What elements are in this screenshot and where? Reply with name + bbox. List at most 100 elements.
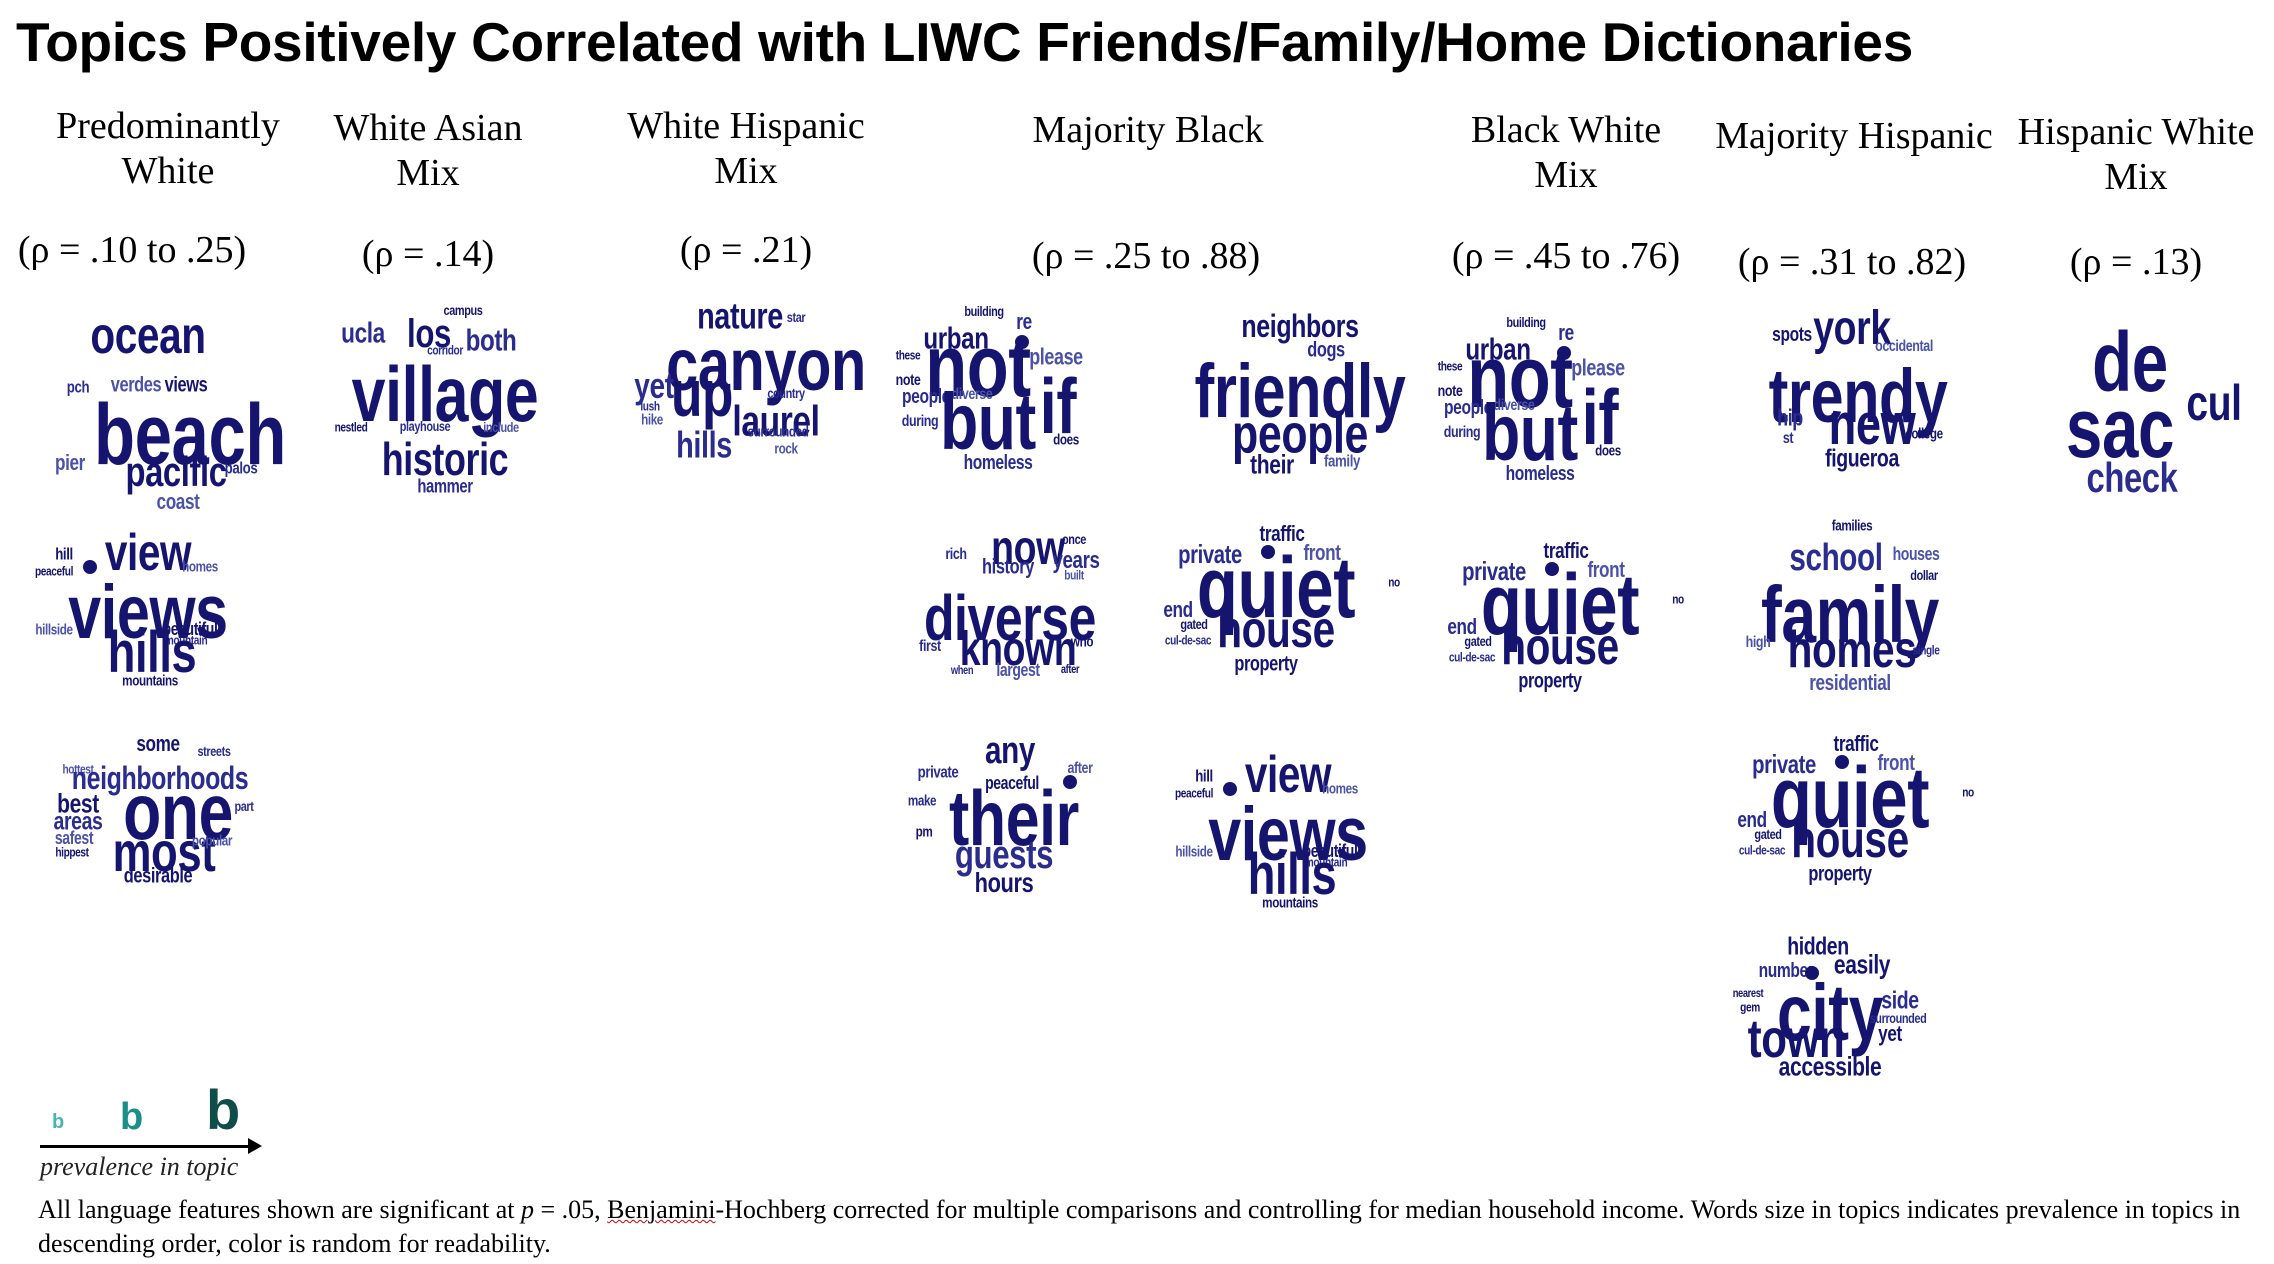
- cloud-word-figueroa: figueroa: [1825, 444, 1899, 473]
- rho-white-asian-mix: (ρ = .14): [361, 233, 495, 275]
- cloud-bullet-dot: [1805, 966, 1819, 980]
- cloud-word-verdes: verdes: [110, 373, 162, 397]
- cloud-word-neighbors: neighbors: [1241, 308, 1359, 344]
- cloud-word-homes: homes: [1787, 621, 1917, 679]
- cloud-word-include: include: [483, 419, 519, 435]
- cloud-word-but: but: [1482, 388, 1578, 477]
- cloud-word-building: building: [1506, 314, 1546, 330]
- cloud-bullet-dot: [1835, 755, 1849, 769]
- cloud-word-people: people: [1232, 402, 1368, 465]
- cloud-word-de: de: [2092, 315, 2168, 409]
- cloud-word-make: make: [907, 792, 937, 810]
- cloud-word-side: side: [1881, 986, 1919, 1015]
- cloud-word-first: first: [919, 638, 941, 655]
- cloud-word-known: known: [959, 623, 1077, 676]
- cloud-word-gem: gem: [1740, 999, 1760, 1015]
- cloud-word-diverse: diverse: [923, 582, 1097, 654]
- cloud-word-coast: coast: [156, 489, 200, 514]
- group-name-majority-hispanic: Majority Hispanic: [1715, 114, 1993, 159]
- cloud-word-years: years: [1052, 547, 1100, 574]
- cloud-bullet-dot: [83, 560, 97, 574]
- cloud-word-campus: campus: [443, 302, 483, 318]
- cloud-word-ucla: ucla: [341, 317, 385, 350]
- footnote-text: -Hochberg corrected for multiple compari…: [38, 1195, 2241, 1259]
- footnote: All language features shown are signific…: [38, 1193, 2248, 1262]
- cloud-word-their: their: [949, 774, 1079, 862]
- cloud-word-playhouse: playhouse: [399, 418, 451, 434]
- cloud-word-during: during: [1443, 424, 1481, 441]
- cloud-word-views: views: [164, 373, 208, 397]
- group-name-line: Mix: [2104, 155, 2168, 198]
- legend-label: prevalence in topic: [40, 1152, 239, 1181]
- cloud-word-no: no: [1388, 574, 1400, 590]
- group-name-predominantly-white: Predominantly White: [56, 104, 280, 194]
- cloud-word-no: no: [1672, 591, 1684, 607]
- legend-arrow-head: [248, 1138, 262, 1154]
- cloud-word-nearest: nearest: [1732, 986, 1764, 1000]
- cloud-word-occidental: occidental: [1875, 338, 1933, 355]
- cloud-word-canyon: canyon: [666, 323, 866, 406]
- cloud-word-trendy: trendy: [1768, 354, 1948, 439]
- cloud-word-los: los: [407, 312, 451, 356]
- cloud-word-urban: urban: [1465, 331, 1531, 367]
- group-name-line: Predominantly: [56, 105, 280, 147]
- cloud-word-village: village: [351, 350, 539, 438]
- cloud-word-re: re: [1558, 320, 1574, 345]
- rho-black-white-mix: (ρ = .45 to .76): [1451, 235, 1681, 277]
- cloud-word-accessible: accessible: [1778, 1051, 1882, 1082]
- cloud-word-hillside: hillside: [35, 621, 73, 639]
- cloud-word-friendly: friendly: [1194, 349, 1406, 434]
- cloud-word-house: house: [1501, 618, 1619, 676]
- cloud-word-nature: nature: [697, 295, 783, 337]
- legend-arrow-shaft: [40, 1145, 250, 1148]
- footnote-text: All language features shown are signific…: [38, 1195, 521, 1224]
- cloud-word-new: new: [1828, 392, 1916, 457]
- cloud-word-popular: popular: [191, 832, 233, 850]
- cloud-word-quiet: quiet: [1770, 750, 1930, 846]
- cloud-word-desirable: desirable: [123, 864, 193, 888]
- group-name-line: Mix: [1534, 153, 1598, 196]
- cloud-word-ocean: ocean: [90, 307, 206, 365]
- cloud-word-sac: sac: [2065, 381, 2175, 475]
- cloud-word-mountain: mountain: [1304, 854, 1348, 870]
- cloud-word-surrounded: surrounded: [1869, 1010, 1927, 1026]
- cloud-word-people: people: [902, 386, 950, 408]
- cloud-word-hours: hours: [974, 867, 1034, 898]
- figure-title: Topics Positively Correlated with LIWC F…: [16, 11, 1913, 73]
- cloud-word-hill: hill: [55, 544, 73, 564]
- cloud-word-property: property: [1518, 669, 1582, 693]
- cloud-word-homeless: homeless: [963, 452, 1033, 474]
- cloud-word-rock: rock: [774, 440, 798, 458]
- group-name-line: White Hispanic: [627, 105, 865, 147]
- cloud-word-peaceful: peaceful: [34, 563, 74, 579]
- cloud-word-best: best: [57, 788, 99, 819]
- cloud-word-gated: gated: [1180, 616, 1208, 632]
- cloud-word-city: city: [1777, 968, 1883, 1057]
- cloud-word-urban: urban: [923, 320, 989, 356]
- cloud-word-quiet: quiet: [1480, 557, 1640, 653]
- cloud-word-number: number: [1758, 960, 1814, 982]
- cloud-word-if: if: [1581, 373, 1619, 461]
- rho-majority-black: (ρ = .25 to .88): [1031, 235, 1261, 277]
- cloud-word-view: view: [104, 524, 192, 582]
- cloud-word-property: property: [1234, 652, 1298, 676]
- cloud-word-history: history: [982, 555, 1034, 579]
- cloud-word-houses: houses: [1892, 544, 1940, 564]
- cloud-word-beautiful: beautiful: [1302, 841, 1358, 861]
- cloud-word-pier: pier: [55, 450, 85, 475]
- cloud-word-not: not: [925, 316, 1031, 415]
- cloud-word-please: please: [1571, 354, 1625, 381]
- cloud-word-private: private: [1752, 749, 1816, 779]
- cloud-word-after: after: [1067, 760, 1093, 777]
- cloud-word-traffic: traffic: [1259, 521, 1305, 546]
- cloud-word-front: front: [1877, 750, 1915, 775]
- cloud-word-school: school: [1789, 537, 1883, 579]
- cloud-word-yet: yet: [634, 365, 674, 406]
- cloud-word-mountains: mountains: [1262, 894, 1318, 912]
- cloud-word-st: st: [1782, 430, 1794, 447]
- cloud-word-surrounded: surrounded: [747, 423, 809, 441]
- cloud-bullet-dot: [1557, 346, 1571, 360]
- cloud-word-hills: hills: [676, 424, 732, 466]
- cloud-word-dogs: dogs: [1307, 338, 1345, 362]
- group-name-line: Mix: [714, 149, 778, 192]
